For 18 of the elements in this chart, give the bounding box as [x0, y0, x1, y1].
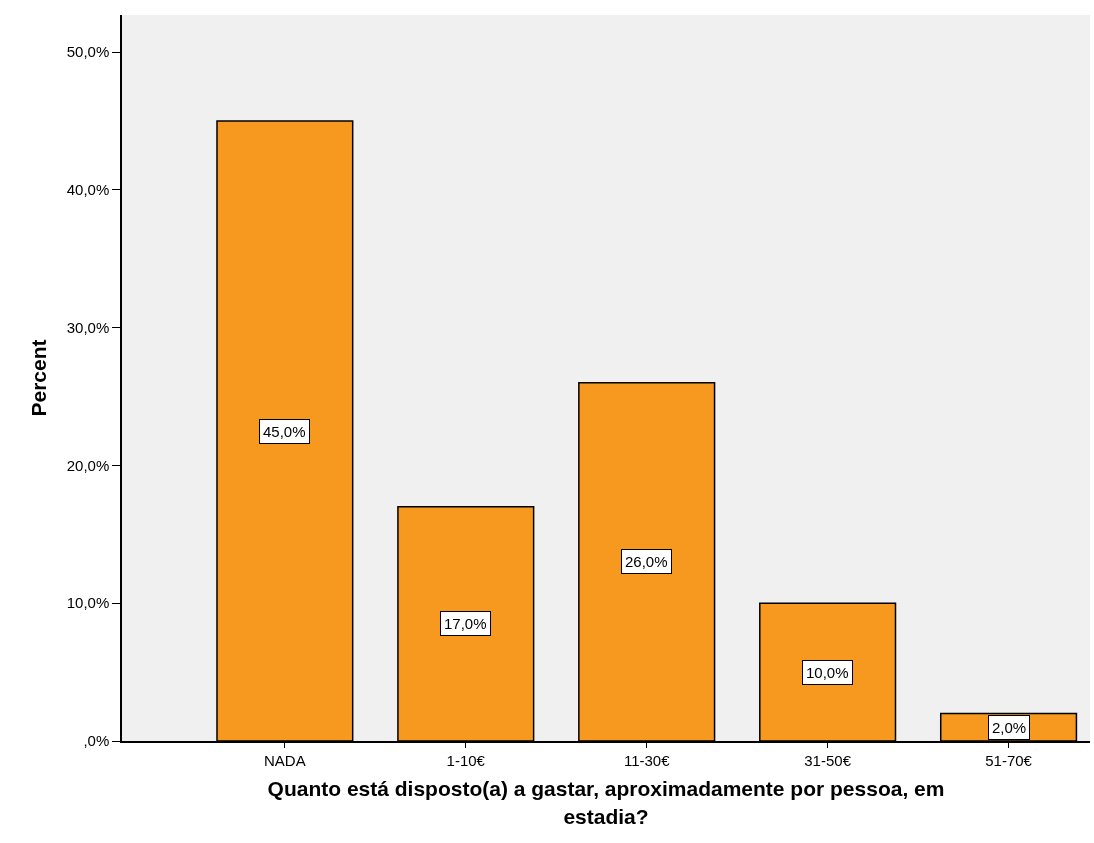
y-axis-title: Percent	[27, 339, 51, 417]
y-tick-label: ,0%	[83, 732, 110, 750]
x-tick-label: 1-10€	[446, 751, 486, 769]
y-tick-label: 40,0%	[66, 181, 110, 199]
data-label: 45,0%	[263, 423, 306, 440]
x-axis-title: Quanto está disposto(a) a gastar, aproximadamente por pessoa, em estadia?	[267, 777, 945, 828]
x-tick-label: 31-50€	[804, 751, 852, 769]
data-label: 17,0%	[444, 615, 487, 632]
x-tick-label: 11-30€	[623, 751, 671, 769]
x-tick-label: NADA	[264, 751, 306, 769]
data-label: 10,0%	[806, 664, 849, 681]
x-tick-label: 51-70€	[985, 751, 1033, 769]
data-label: 26,0%	[625, 553, 668, 570]
y-tick-label: 20,0%	[66, 456, 110, 474]
y-tick-label: 30,0%	[66, 318, 110, 336]
y-tick-label: 50,0%	[66, 43, 110, 61]
y-tick-label: 10,0%	[66, 594, 110, 612]
data-label: 2,0%	[992, 719, 1027, 736]
